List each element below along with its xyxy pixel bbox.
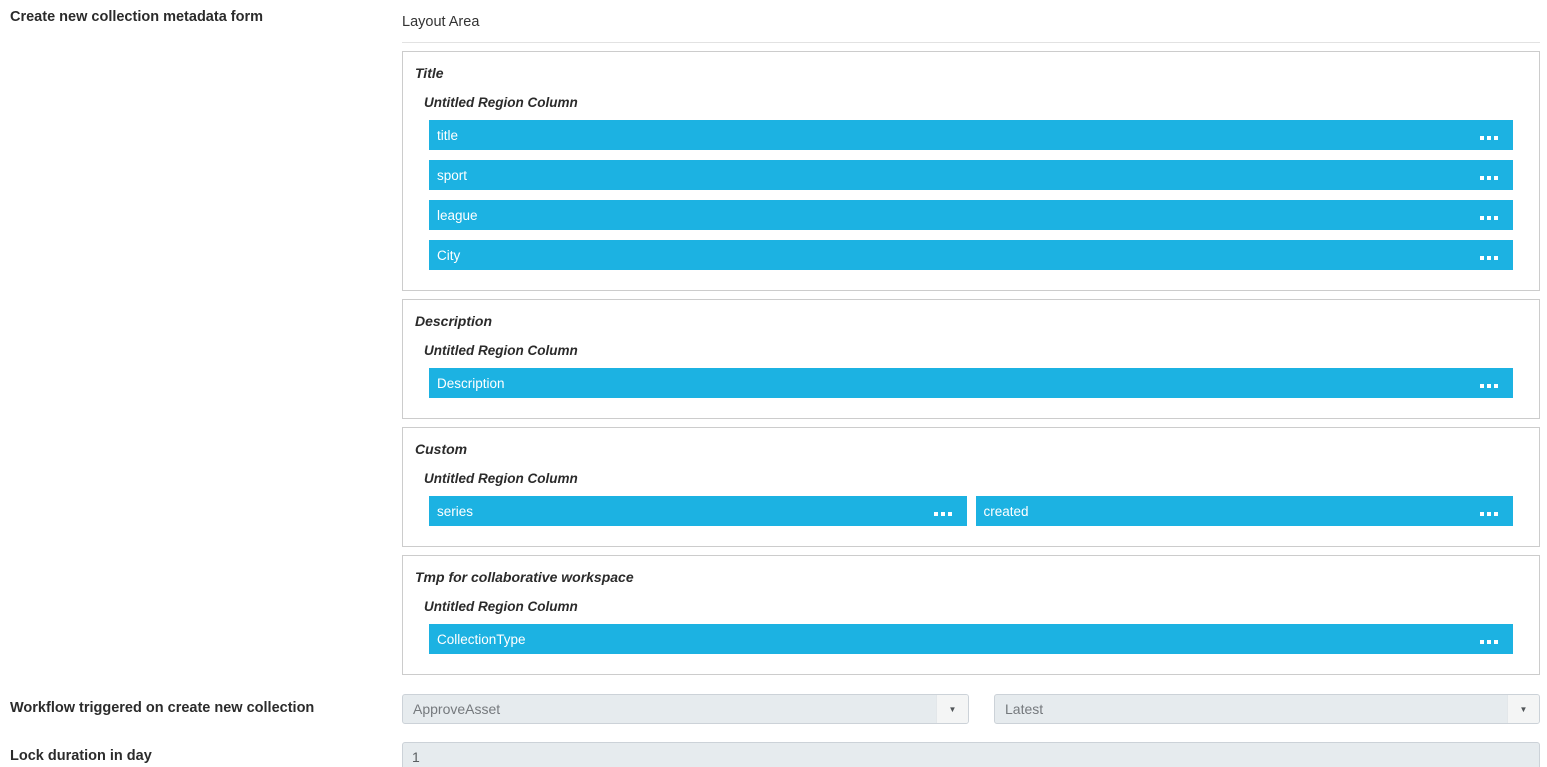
- field-label: Description: [437, 375, 505, 391]
- region-title: Custom: [415, 441, 468, 457]
- lock-duration-row: Lock duration in day: [0, 742, 1547, 767]
- region-title: Description: [415, 313, 493, 329]
- region-title: Tmp for collaborative workspace: [415, 569, 634, 585]
- field-label: series: [437, 503, 474, 519]
- region-box-tmp-workspace: Tmp for collaborative workspace Untitled…: [402, 555, 1540, 675]
- field-item-sport[interactable]: sport: [429, 160, 1513, 190]
- workflow-version-select-value: Latest: [1005, 701, 1044, 717]
- drag-handle-icon[interactable]: [1480, 216, 1500, 221]
- workflow-selects: ApproveAsset ▼ Latest ▼: [402, 694, 1540, 724]
- drag-handle-icon[interactable]: [1480, 256, 1500, 261]
- drag-handle-icon[interactable]: [1480, 176, 1500, 181]
- lock-duration-label: Lock duration in day: [10, 748, 152, 764]
- field-label: CollectionType: [437, 631, 526, 647]
- region-title: Title: [415, 65, 444, 81]
- field-item-collectiontype[interactable]: CollectionType: [429, 624, 1513, 654]
- workflow-label: Workflow triggered on create new collect…: [10, 700, 315, 716]
- workflow-label-col: Workflow triggered on create new collect…: [0, 694, 402, 717]
- workflow-controls: ApproveAsset ▼ Latest ▼: [402, 694, 1547, 724]
- field-item-created[interactable]: created: [975, 496, 1513, 526]
- region-column-label: Untitled Region Column: [424, 343, 578, 358]
- field-label: City: [437, 247, 461, 263]
- drag-handle-icon[interactable]: [1480, 136, 1500, 141]
- region-column-label: Untitled Region Column: [424, 599, 578, 614]
- workflow-version-select[interactable]: Latest ▼: [994, 694, 1540, 724]
- field-label: created: [983, 503, 1029, 519]
- field-item-city[interactable]: City: [429, 240, 1513, 270]
- region-box-custom: Custom Untitled Region Column series cre…: [402, 427, 1540, 547]
- drag-handle-icon[interactable]: [933, 512, 954, 517]
- layout-area-label: Layout Area: [402, 9, 1540, 43]
- drag-handle-icon[interactable]: [1480, 512, 1500, 517]
- chevron-down-icon[interactable]: ▼: [1507, 695, 1539, 723]
- drag-handle-icon[interactable]: [1480, 384, 1500, 389]
- drag-handle-icon[interactable]: [1480, 640, 1500, 645]
- field-label: league: [437, 207, 478, 223]
- region-fields: title sport league City: [429, 120, 1513, 270]
- field-item-title[interactable]: title: [429, 120, 1513, 150]
- region-box-description: Description Untitled Region Column Descr…: [402, 299, 1540, 419]
- region-fields: series created: [429, 496, 1513, 526]
- field-item-description[interactable]: Description: [429, 368, 1513, 398]
- region-fields: CollectionType: [429, 624, 1513, 654]
- workflow-row: Workflow triggered on create new collect…: [0, 694, 1547, 724]
- form-section-label: Create new collection metadata form: [10, 9, 264, 25]
- lock-duration-label-col: Lock duration in day: [0, 742, 402, 765]
- metadata-form-label-col: Create new collection metadata form: [0, 9, 402, 26]
- field-item-series[interactable]: series: [429, 496, 967, 526]
- field-label: sport: [437, 167, 468, 183]
- metadata-form-row: Create new collection metadata form Layo…: [0, 9, 1547, 675]
- chevron-down-icon[interactable]: ▼: [936, 695, 968, 723]
- field-label: title: [437, 127, 459, 143]
- lock-duration-input[interactable]: [402, 742, 1540, 767]
- layout-area: Layout Area Title Untitled Region Column…: [402, 9, 1547, 675]
- workflow-select[interactable]: ApproveAsset ▼: [402, 694, 969, 724]
- workflow-select-value: ApproveAsset: [413, 701, 501, 717]
- field-item-league[interactable]: league: [429, 200, 1513, 230]
- region-column-label: Untitled Region Column: [424, 95, 578, 110]
- lock-duration-field: [402, 742, 1547, 767]
- region-column-label: Untitled Region Column: [424, 471, 578, 486]
- region-box-title: Title Untitled Region Column title sport…: [402, 51, 1540, 291]
- region-fields: Description: [429, 368, 1513, 398]
